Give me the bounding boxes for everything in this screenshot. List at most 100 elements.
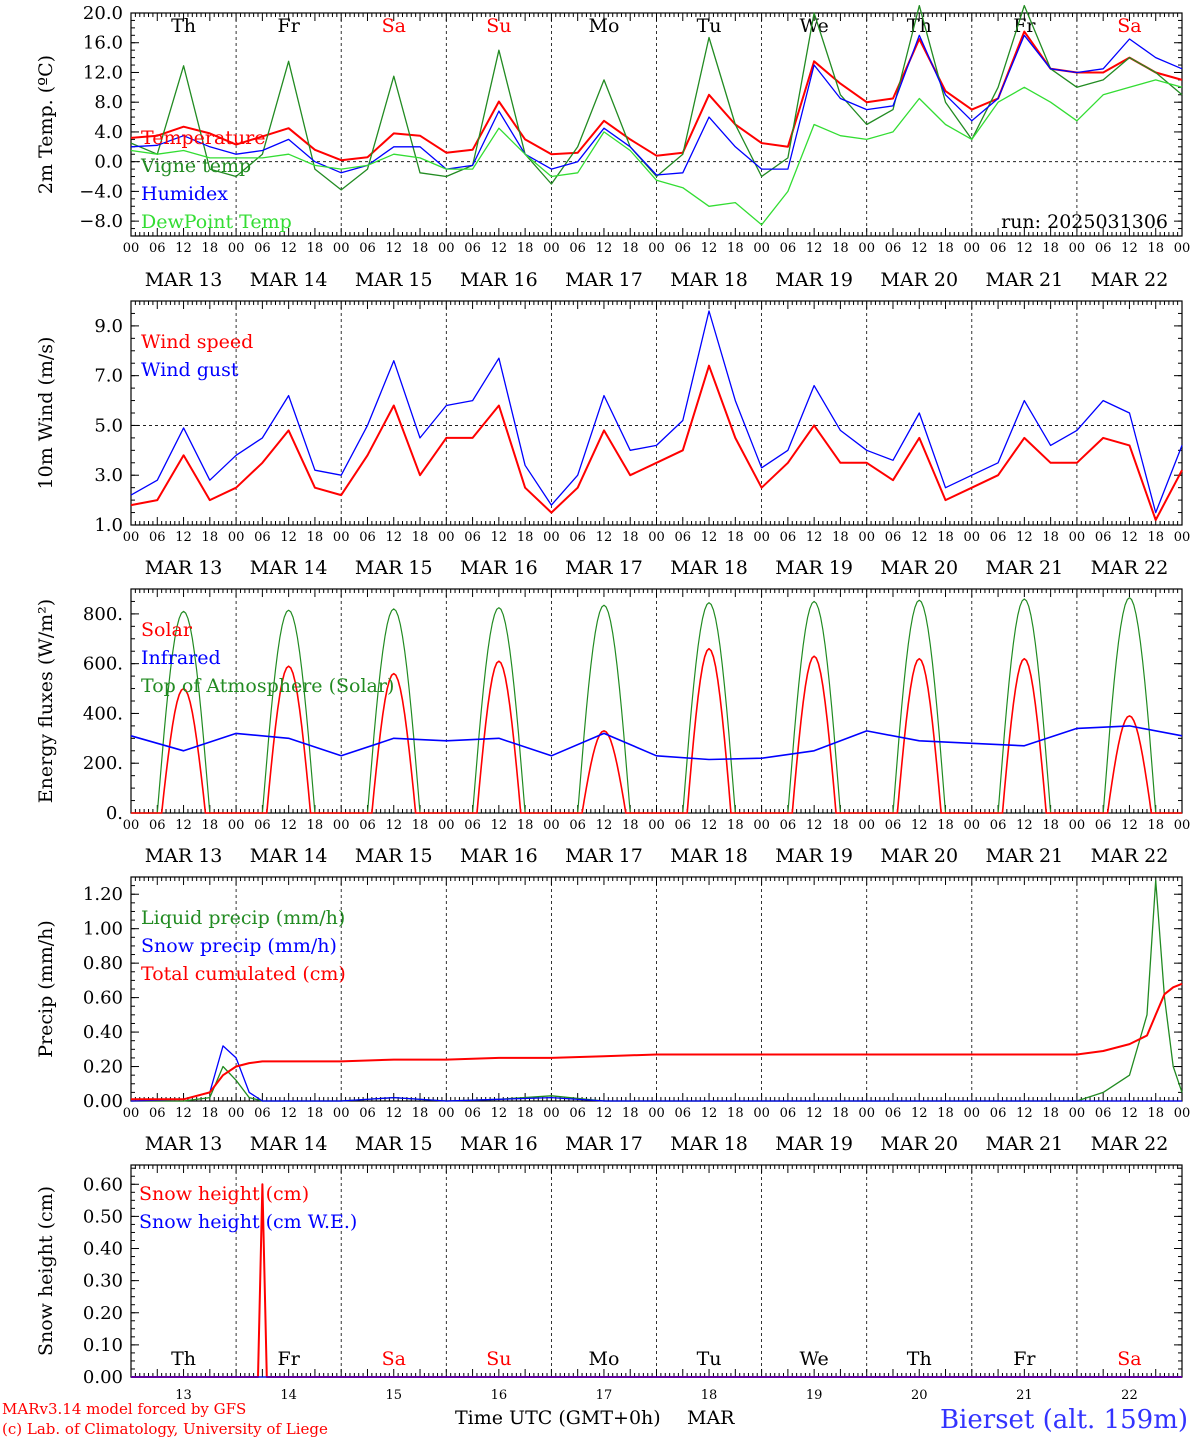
hour-label: 18 bbox=[622, 530, 639, 545]
infrared-line bbox=[130, 725, 1183, 761]
hour-label: 12 bbox=[1016, 1106, 1033, 1121]
hour-label: 18 bbox=[517, 530, 534, 545]
hour-label: 18 bbox=[937, 241, 954, 256]
date-label: MAR 22 bbox=[1091, 557, 1169, 579]
solar-line bbox=[761, 655, 867, 814]
day-number-label: 15 bbox=[385, 1388, 402, 1403]
hour-label: 06 bbox=[254, 818, 271, 833]
date-label: MAR 15 bbox=[355, 557, 433, 579]
hour-label: 18 bbox=[412, 241, 429, 256]
date-label: MAR 13 bbox=[145, 269, 223, 291]
run-label: run: 2025031306 bbox=[1001, 211, 1168, 233]
hour-label: 00 bbox=[228, 530, 245, 545]
y-tick-label: 0.40 bbox=[83, 1022, 123, 1043]
weekday-label: Sa bbox=[382, 15, 406, 37]
weekday-label: Th bbox=[907, 1348, 932, 1370]
weekday-label: Sa bbox=[1117, 15, 1141, 37]
hour-label: 00 bbox=[1069, 1106, 1086, 1121]
hour-label: 18 bbox=[832, 818, 849, 833]
solar-line bbox=[446, 660, 552, 814]
hour-label: 06 bbox=[464, 818, 481, 833]
weekday-label: Sa bbox=[1117, 1348, 1141, 1370]
date-label: MAR 17 bbox=[565, 1133, 643, 1155]
hour-label: 00 bbox=[1174, 818, 1191, 833]
date-label: MAR 16 bbox=[460, 269, 538, 291]
hour-label: 06 bbox=[569, 1106, 586, 1121]
hour-label: 06 bbox=[1095, 530, 1112, 545]
hour-label: 18 bbox=[202, 818, 219, 833]
series-line-4 bbox=[130, 79, 1183, 226]
hour-label: 06 bbox=[359, 1106, 376, 1121]
date-label: MAR 21 bbox=[985, 557, 1063, 579]
date-label: MAR 22 bbox=[1091, 845, 1169, 867]
hour-label: 00 bbox=[1174, 1106, 1191, 1121]
hour-label: 06 bbox=[990, 818, 1007, 833]
y-tick-label: 8.0 bbox=[94, 92, 123, 113]
hour-label: 00 bbox=[1069, 818, 1086, 833]
hour-label: 18 bbox=[202, 1106, 219, 1121]
hour-label: 06 bbox=[990, 530, 1007, 545]
date-label: MAR 18 bbox=[670, 557, 748, 579]
y-tick-label: 800. bbox=[83, 604, 123, 625]
weekday-label: Mo bbox=[588, 1348, 619, 1370]
toa-solar-line bbox=[1076, 597, 1182, 814]
weekday-label: Th bbox=[171, 1348, 196, 1370]
hour-label: 12 bbox=[385, 241, 402, 256]
y-axis-title: Snow height (cm) bbox=[35, 1186, 57, 1356]
hour-label: 06 bbox=[149, 1106, 166, 1121]
legend-snowprecip-label: Snow precip (mm/h) bbox=[141, 935, 337, 957]
hour-label: 12 bbox=[806, 530, 823, 545]
legend-windspeed-label: Wind speed bbox=[141, 331, 253, 353]
solar-line bbox=[236, 665, 342, 814]
hour-label: 12 bbox=[701, 818, 718, 833]
hour-label: 06 bbox=[885, 530, 902, 545]
date-label: MAR 15 bbox=[355, 269, 433, 291]
hour-label: 00 bbox=[753, 530, 770, 545]
date-label: MAR 20 bbox=[880, 1133, 958, 1155]
date-label: MAR 14 bbox=[250, 557, 328, 579]
footer-station: Bierset (alt. 159m) bbox=[940, 1405, 1188, 1435]
hour-label: 06 bbox=[464, 530, 481, 545]
hour-label: 00 bbox=[1069, 530, 1086, 545]
hour-label: 18 bbox=[727, 1106, 744, 1121]
legend-snowwe-label: Snow height (cm W.E.) bbox=[139, 1211, 357, 1233]
date-label: MAR 18 bbox=[670, 1133, 748, 1155]
date-label: MAR 21 bbox=[985, 269, 1063, 291]
hour-label: 18 bbox=[412, 818, 429, 833]
date-label: MAR 16 bbox=[460, 1133, 538, 1155]
hour-label: 12 bbox=[385, 818, 402, 833]
date-label: MAR 16 bbox=[460, 557, 538, 579]
legend-wind: Wind speed Wind gust bbox=[141, 331, 253, 381]
legend-liquid-label: Liquid precip (mm/h) bbox=[141, 907, 345, 929]
y-axis-title: 10m Wind (m/s) bbox=[35, 337, 57, 490]
hour-label: 18 bbox=[832, 241, 849, 256]
hour-label: 00 bbox=[543, 818, 560, 833]
hour-label: 06 bbox=[359, 530, 376, 545]
hour-label: 18 bbox=[1147, 530, 1164, 545]
hour-label: 00 bbox=[1174, 241, 1191, 256]
date-label: MAR 21 bbox=[985, 845, 1063, 867]
hour-label: 12 bbox=[1121, 818, 1138, 833]
hour-label: 00 bbox=[228, 241, 245, 256]
date-label: MAR 20 bbox=[880, 557, 958, 579]
footer-xaxis-title: Time UTC (GMT+0h) bbox=[455, 1407, 661, 1429]
toa-solar-line bbox=[341, 608, 447, 814]
legend-dewpoint-label: DewPoint Temp bbox=[141, 211, 292, 233]
footer-lab: (c) Lab. of Climatology, University of L… bbox=[2, 1420, 328, 1438]
hour-label: 12 bbox=[491, 1106, 508, 1121]
hour-label: 12 bbox=[1016, 530, 1033, 545]
y-tick-label: 1.00 bbox=[83, 919, 123, 940]
hour-label: 00 bbox=[333, 1106, 350, 1121]
hour-label: 18 bbox=[1042, 241, 1059, 256]
panel-4: 00 06 12 18 00 06 12 18 00 06 12 18 00 06 12 18 00 06 12 18… bbox=[35, 876, 1191, 1155]
hour-label: 06 bbox=[885, 1106, 902, 1121]
hour-label: 06 bbox=[675, 530, 692, 545]
hour-label: 00 bbox=[648, 1106, 665, 1121]
hour-label: 00 bbox=[123, 1106, 140, 1121]
hour-label: 18 bbox=[1042, 1106, 1059, 1121]
day-number-label: 22 bbox=[1121, 1388, 1138, 1403]
date-label: MAR 19 bbox=[775, 269, 853, 291]
legend-snow: Snow height (cm) Snow height (cm W.E.) bbox=[139, 1183, 357, 1233]
hour-label: 18 bbox=[412, 530, 429, 545]
hour-label: 00 bbox=[228, 1106, 245, 1121]
